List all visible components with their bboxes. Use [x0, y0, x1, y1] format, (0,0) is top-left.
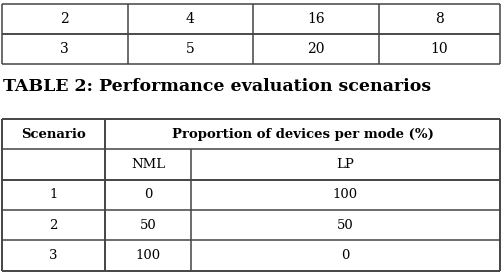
Text: 3: 3 — [50, 249, 58, 262]
Text: 4: 4 — [185, 12, 194, 26]
Text: 50: 50 — [139, 219, 156, 232]
Text: 16: 16 — [306, 12, 324, 26]
Text: 2: 2 — [50, 219, 58, 232]
Text: 2: 2 — [60, 12, 69, 26]
Text: 1: 1 — [50, 189, 58, 201]
Text: Proportion of devices per mode (%): Proportion of devices per mode (%) — [171, 128, 433, 141]
Text: TABLE 2: Performance evaluation scenarios: TABLE 2: Performance evaluation scenario… — [3, 78, 430, 95]
Text: 100: 100 — [332, 189, 357, 201]
Text: 8: 8 — [434, 12, 443, 26]
Text: 100: 100 — [135, 249, 160, 262]
Text: 10: 10 — [429, 42, 447, 56]
Text: 50: 50 — [336, 219, 353, 232]
Text: 3: 3 — [60, 42, 69, 56]
Text: 0: 0 — [144, 189, 152, 201]
Text: 0: 0 — [341, 249, 349, 262]
Text: LP: LP — [336, 158, 354, 171]
Text: 5: 5 — [185, 42, 194, 56]
Text: 20: 20 — [307, 42, 324, 56]
Text: Scenario: Scenario — [22, 128, 86, 141]
Text: NML: NML — [131, 158, 165, 171]
